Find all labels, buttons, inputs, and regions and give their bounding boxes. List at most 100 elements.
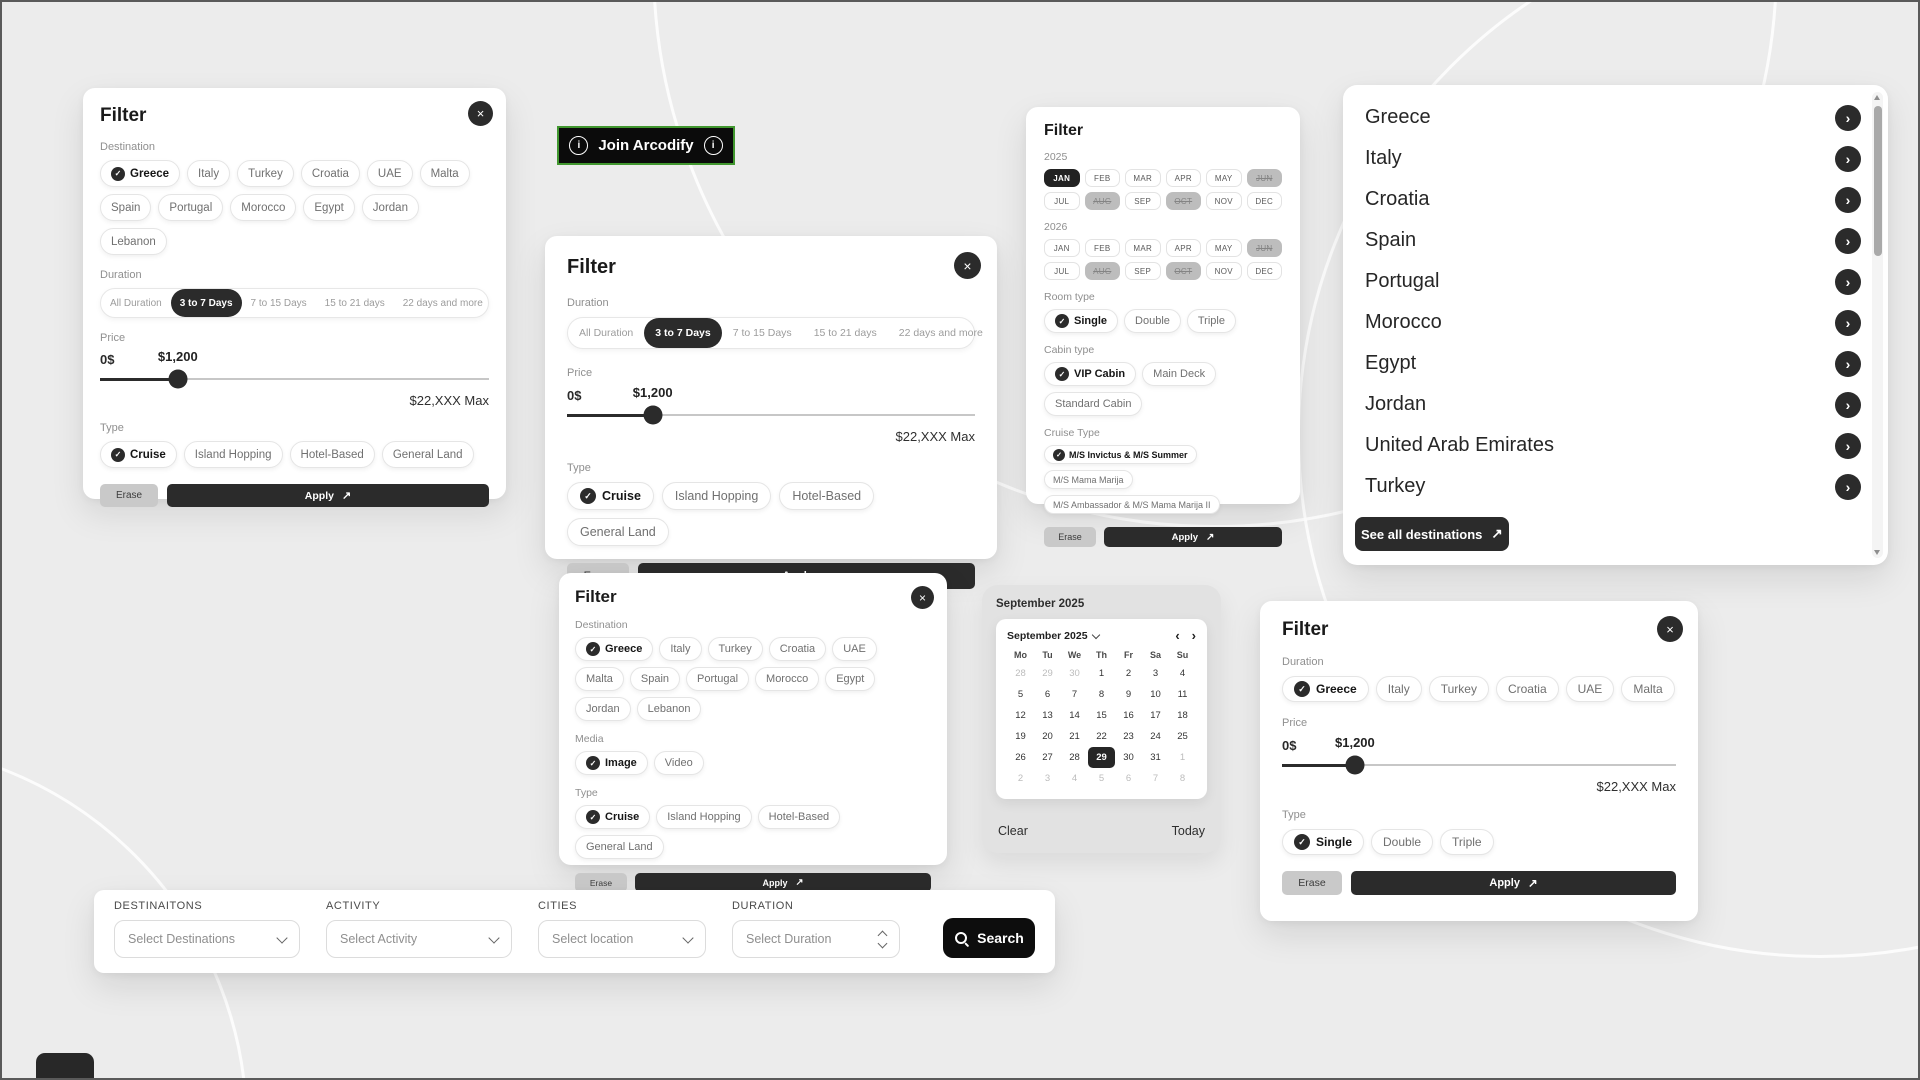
- cabin-type-chip[interactable]: ✓ VIP Cabin: [1044, 362, 1137, 386]
- calendar-day[interactable]: 30: [1123, 752, 1134, 763]
- destination-chip[interactable]: ✓Malta: [575, 667, 624, 691]
- select-dropdown[interactable]: Select Destinations: [114, 920, 300, 958]
- duration-option[interactable]: 7 to 15 Days: [250, 297, 307, 309]
- see-all-destinations-button[interactable]: See all destinations ↗: [1355, 517, 1509, 551]
- calendar-day[interactable]: 11: [1177, 689, 1188, 700]
- slider-track[interactable]: [567, 414, 975, 416]
- destination-chip[interactable]: ✓Turkey: [1428, 676, 1489, 702]
- cruise-type-chip[interactable]: ✓M/S Ambassador & M/S Mama Marija II: [1044, 495, 1220, 514]
- calendar-day[interactable]: 7: [1071, 689, 1078, 700]
- chevron-right-icon[interactable]: ›: [1835, 350, 1861, 377]
- search-button[interactable]: Search: [943, 918, 1035, 958]
- duration-option[interactable]: 3 to 7 Days: [170, 289, 242, 317]
- calendar-day[interactable]: 13: [1042, 710, 1053, 721]
- chevron-right-icon[interactable]: ›: [1835, 432, 1861, 459]
- chevron-right-icon[interactable]: ›: [1835, 268, 1861, 295]
- calendar-day[interactable]: 3: [1152, 668, 1159, 679]
- destination-chip[interactable]: ✓Jordan: [575, 697, 631, 721]
- calendar-day[interactable]: 20: [1042, 731, 1053, 742]
- erase-button[interactable]: Erase: [1282, 871, 1342, 895]
- erase-button[interactable]: Erase: [1044, 527, 1096, 547]
- destination-chip[interactable]: ✓Lebanon: [100, 228, 167, 255]
- calendar-day[interactable]: 10: [1150, 689, 1161, 700]
- media-chip[interactable]: ✓ Image: [575, 751, 648, 775]
- slider-knob[interactable]: [1345, 755, 1365, 775]
- destination-chip[interactable]: ✓Spain: [100, 194, 152, 221]
- month-chip[interactable]: DEC: [1246, 192, 1282, 210]
- month-chip[interactable]: JUL: [1044, 192, 1080, 210]
- destination-list-item[interactable]: Morocco ›: [1343, 302, 1888, 343]
- calendar-day[interactable]: 6: [1044, 689, 1051, 700]
- calendar-day[interactable]: 23: [1123, 731, 1134, 742]
- month-chip[interactable]: SEP: [1125, 262, 1161, 280]
- slider-track[interactable]: [100, 378, 489, 380]
- calendar-day[interactable]: 15: [1096, 710, 1107, 721]
- price-slider[interactable]: [1282, 755, 1676, 775]
- apply-button[interactable]: Apply ↗: [1104, 527, 1282, 547]
- scroll-up-icon[interactable]: [1874, 95, 1880, 100]
- apply-button[interactable]: Apply ↗: [1351, 871, 1676, 895]
- scroll-down-icon[interactable]: [1874, 550, 1880, 555]
- destination-chip[interactable]: ✓Spain: [629, 667, 681, 691]
- destination-chip[interactable]: ✓Croatia: [1495, 676, 1559, 702]
- calendar-day[interactable]: 14: [1069, 710, 1080, 721]
- price-slider[interactable]: [100, 369, 489, 389]
- destination-chip[interactable]: ✓Turkey: [237, 160, 294, 187]
- scrollbar[interactable]: [1872, 92, 1883, 558]
- calendar-day[interactable]: 5: [1098, 773, 1105, 784]
- room-type-chip[interactable]: ✓Triple: [1440, 829, 1494, 855]
- calendar-prev-icon[interactable]: ‹: [1175, 628, 1180, 643]
- type-chip[interactable]: ✓Island Hopping: [183, 441, 283, 468]
- slider-knob[interactable]: [168, 369, 188, 389]
- scrollbar-thumb[interactable]: [1873, 106, 1882, 256]
- destination-chip[interactable]: ✓Portugal: [686, 667, 750, 691]
- month-chip[interactable]: OCT: [1165, 262, 1201, 280]
- calendar-day[interactable]: 25: [1177, 731, 1188, 742]
- chevron-right-icon[interactable]: ›: [1835, 309, 1861, 336]
- erase-button[interactable]: Erase: [100, 484, 158, 507]
- calendar-day[interactable]: 2: [1017, 773, 1024, 784]
- room-type-chip[interactable]: ✓ Single: [1282, 829, 1365, 855]
- month-chip[interactable]: AUG: [1084, 192, 1120, 210]
- destination-chip[interactable]: ✓Portugal: [158, 194, 224, 221]
- destination-chip[interactable]: ✓Egypt: [825, 667, 876, 691]
- calendar-day[interactable]: 3: [1044, 773, 1051, 784]
- type-chip[interactable]: ✓Island Hopping: [656, 805, 752, 829]
- apply-button[interactable]: Apply ↗: [167, 484, 489, 507]
- cabin-type-chip[interactable]: ✓Main Deck: [1142, 362, 1217, 386]
- duration-option[interactable]: 3 to 7 Days: [644, 318, 722, 348]
- calendar-day[interactable]: 17: [1150, 710, 1161, 721]
- destination-chip[interactable]: ✓Lebanon: [636, 697, 702, 721]
- close-icon[interactable]: ×: [911, 586, 934, 609]
- month-chip[interactable]: NOV: [1206, 192, 1242, 210]
- destination-chip[interactable]: ✓Croatia: [768, 637, 827, 661]
- destination-chip[interactable]: ✓Turkey: [707, 637, 763, 661]
- calendar-day[interactable]: 26: [1015, 752, 1026, 763]
- calendar-today-button[interactable]: Today: [1171, 824, 1205, 838]
- destination-list-item[interactable]: Greece ›: [1343, 97, 1888, 138]
- duration-option[interactable]: 15 to 21 days: [324, 297, 385, 309]
- cabin-type-chip[interactable]: ✓Standard Cabin: [1044, 392, 1143, 416]
- price-slider[interactable]: [567, 405, 975, 425]
- month-chip[interactable]: JUN: [1246, 239, 1282, 257]
- calendar-day[interactable]: 28: [1015, 668, 1026, 679]
- type-chip[interactable]: ✓General Land: [575, 835, 664, 859]
- destination-chip[interactable]: ✓Italy: [1375, 676, 1422, 702]
- calendar-day[interactable]: 8: [1179, 773, 1186, 784]
- room-type-chip[interactable]: ✓ Single: [1044, 309, 1119, 333]
- calendar-month-dropdown[interactable]: September 2025: [1007, 630, 1100, 642]
- type-chip[interactable]: ✓General Land: [381, 441, 474, 468]
- chevron-right-icon[interactable]: ›: [1835, 104, 1861, 131]
- close-icon[interactable]: ×: [1657, 616, 1683, 642]
- destination-chip[interactable]: ✓ Greece: [1282, 676, 1369, 702]
- destination-chip[interactable]: ✓UAE: [832, 637, 877, 661]
- month-chip[interactable]: DEC: [1246, 262, 1282, 280]
- month-chip[interactable]: JAN: [1044, 239, 1080, 257]
- calendar-day[interactable]: 19: [1015, 731, 1026, 742]
- duration-option[interactable]: 7 to 15 Days: [732, 327, 792, 339]
- calendar-day[interactable]: 16: [1123, 710, 1134, 721]
- destination-chip[interactable]: ✓Malta: [1621, 676, 1675, 702]
- calendar-day[interactable]: 27: [1042, 752, 1053, 763]
- calendar-next-icon[interactable]: ›: [1191, 628, 1196, 643]
- destination-chip[interactable]: ✓Croatia: [300, 160, 360, 187]
